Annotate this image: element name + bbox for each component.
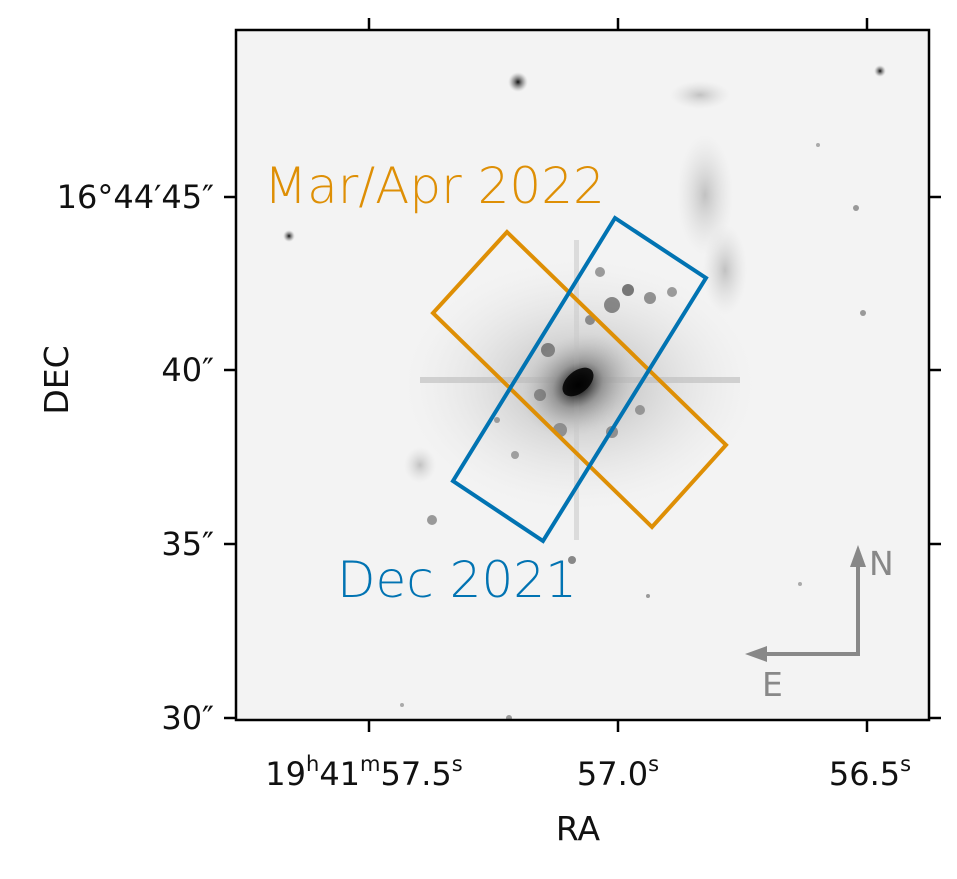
north-arrow-icon bbox=[850, 545, 866, 567]
x-axis-label: RA bbox=[556, 809, 601, 848]
label-dec-2021: Dec 2021 bbox=[337, 551, 577, 609]
plot-frame bbox=[234, 28, 931, 722]
compass-east-label: E bbox=[762, 665, 783, 704]
sky-image bbox=[236, 30, 929, 720]
aperture-mar-apr-2022 bbox=[430, 229, 729, 530]
compass-arrows bbox=[765, 565, 860, 656]
y-tick-label-0: 16°44′45″ bbox=[57, 178, 214, 216]
east-arrow-icon bbox=[745, 646, 767, 662]
axis-ticks bbox=[224, 18, 941, 732]
tidal-plume bbox=[677, 135, 733, 255]
label-mar-apr-2022: Mar/Apr 2022 bbox=[264, 157, 605, 215]
y-tick-label-2: 35″ bbox=[161, 525, 214, 563]
x-tick-label-2: 56.5s bbox=[829, 752, 911, 793]
y-tick-label-1: 40″ bbox=[161, 351, 214, 389]
aperture-dec-2021 bbox=[450, 215, 709, 544]
compass-north-label: N bbox=[869, 544, 894, 583]
y-axis-label: DEC bbox=[37, 345, 76, 414]
x-tick-label-1: 57.0s bbox=[577, 752, 659, 793]
y-tick-label-3: 30″ bbox=[161, 699, 214, 737]
compass: N E bbox=[745, 544, 894, 704]
x-tick-label-0: 19h41m57.5s bbox=[265, 752, 462, 793]
